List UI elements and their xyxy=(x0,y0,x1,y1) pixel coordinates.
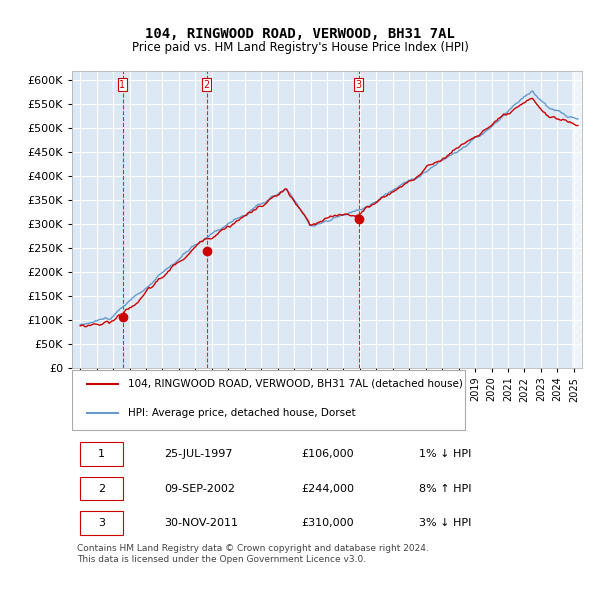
Text: 3: 3 xyxy=(98,518,105,528)
Text: 1: 1 xyxy=(98,449,105,459)
FancyBboxPatch shape xyxy=(80,512,123,535)
Text: 3: 3 xyxy=(356,80,362,90)
Text: £310,000: £310,000 xyxy=(302,518,354,528)
FancyBboxPatch shape xyxy=(80,477,123,500)
Text: Contains HM Land Registry data © Crown copyright and database right 2024.
This d: Contains HM Land Registry data © Crown c… xyxy=(77,544,429,563)
Text: 1% ↓ HPI: 1% ↓ HPI xyxy=(419,449,471,459)
Text: 8% ↑ HPI: 8% ↑ HPI xyxy=(419,484,472,494)
Bar xyxy=(572,71,582,368)
Text: 104, RINGWOOD ROAD, VERWOOD, BH31 7AL (detached house): 104, RINGWOOD ROAD, VERWOOD, BH31 7AL (d… xyxy=(128,379,463,389)
Text: 2: 2 xyxy=(98,484,105,494)
Text: 3% ↓ HPI: 3% ↓ HPI xyxy=(419,518,471,528)
Text: 1: 1 xyxy=(119,80,125,90)
Text: 2: 2 xyxy=(203,80,210,90)
Text: HPI: Average price, detached house, Dorset: HPI: Average price, detached house, Dors… xyxy=(128,408,356,418)
Text: 30-NOV-2011: 30-NOV-2011 xyxy=(164,518,238,528)
Text: 25-JUL-1997: 25-JUL-1997 xyxy=(164,449,232,459)
FancyBboxPatch shape xyxy=(72,371,465,430)
Text: 104, RINGWOOD ROAD, VERWOOD, BH31 7AL: 104, RINGWOOD ROAD, VERWOOD, BH31 7AL xyxy=(145,27,455,41)
Text: £244,000: £244,000 xyxy=(302,484,355,494)
FancyBboxPatch shape xyxy=(80,442,123,466)
Text: 09-SEP-2002: 09-SEP-2002 xyxy=(164,484,235,494)
Text: Price paid vs. HM Land Registry's House Price Index (HPI): Price paid vs. HM Land Registry's House … xyxy=(131,41,469,54)
Text: £106,000: £106,000 xyxy=(302,449,354,459)
